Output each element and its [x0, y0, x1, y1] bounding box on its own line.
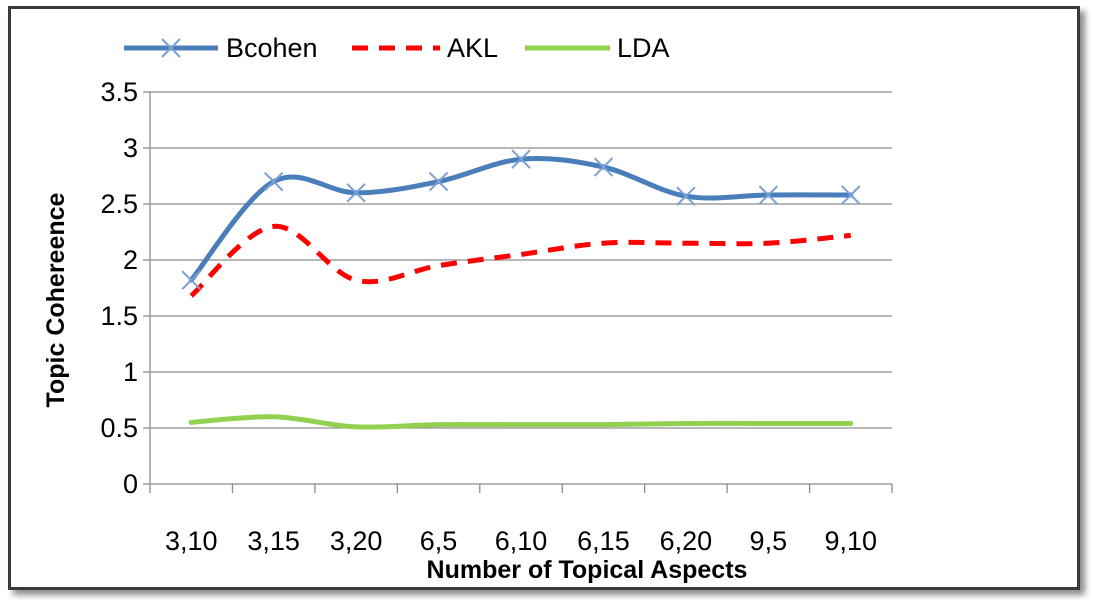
legend-label-bcohen: Bcohen: [226, 33, 318, 63]
point-bcohen-6-stroke-b: [676, 186, 696, 206]
x-tick-label-3: 6,5: [420, 526, 458, 556]
legend-marker-bcohen: [161, 38, 181, 58]
legend-label-akl: AKL: [447, 33, 498, 63]
point-bcohen-7: [758, 185, 779, 205]
legend-marker-bcohen-stroke-b: [161, 38, 181, 58]
legend-label-lda: LDA: [617, 33, 670, 63]
series-line-akl: [189, 223, 852, 298]
point-bcohen-1: [263, 171, 284, 192]
legend: Bcohen AKL LDA: [124, 33, 670, 63]
x-tick-label-5: 6,15: [577, 526, 630, 556]
axes: [143, 91, 893, 493]
x-tick-label-0: 3,10: [165, 526, 218, 556]
tick-labels: 0 0.5 1 1.5 2 2.5 3 3.5 3,10 3,15 3,20 6,5 6,10 6,15 6…: [100, 77, 877, 556]
x-tick-label-7: 9,5: [750, 526, 788, 556]
x-tick-label-4: 6,10: [495, 526, 548, 556]
series-line-lda: [188, 414, 854, 430]
point-bcohen-1-stroke-b: [263, 171, 284, 192]
point-bcohen-0: [181, 270, 201, 290]
point-bcohen-2: [346, 183, 366, 203]
point-bcohen-7-stroke-b: [758, 185, 779, 205]
point-bcohen-8: [841, 185, 861, 205]
point-bcohen-5-stroke-b: [593, 157, 614, 177]
x-tick-label-6: 6,20: [660, 526, 713, 556]
chart-frame: [8, 6, 1080, 590]
y-tick-label-7: 3.5: [100, 77, 138, 107]
x-axis-title: Number of Topical Aspects: [427, 556, 748, 584]
point-bcohen-2-stroke-b: [346, 183, 366, 203]
point-bcohen-3-stroke-b: [428, 171, 449, 192]
y-axis-title: Topic Cohereence: [42, 192, 70, 407]
y-tick-label-4: 2: [123, 245, 138, 275]
point-bcohen-4-stroke-b: [511, 149, 531, 169]
x-tick-label-8: 9,10: [824, 526, 877, 556]
y-tick-label-2: 1: [123, 357, 138, 387]
gridlines: [150, 91, 892, 429]
y-tick-label-3: 1.5: [100, 301, 138, 331]
y-tick-label-5: 2.5: [100, 189, 138, 219]
point-bcohen-8-stroke-b: [841, 185, 861, 205]
point-bcohen-6: [676, 186, 696, 206]
x-tick-label-1: 3,15: [247, 526, 300, 556]
x-tick-label-2: 3,20: [330, 526, 383, 556]
series-lines: [181, 149, 861, 430]
point-bcohen-4: [511, 149, 531, 169]
point-bcohen-0-stroke-b: [181, 270, 201, 290]
point-bcohen-5: [593, 157, 614, 177]
y-tick-label-1: 0.5: [100, 413, 138, 443]
series-line-bcohen: [188, 155, 854, 283]
y-tick-label-6: 3: [123, 133, 138, 163]
point-bcohen-3: [428, 171, 449, 192]
y-tick-label-0: 0: [123, 469, 138, 499]
